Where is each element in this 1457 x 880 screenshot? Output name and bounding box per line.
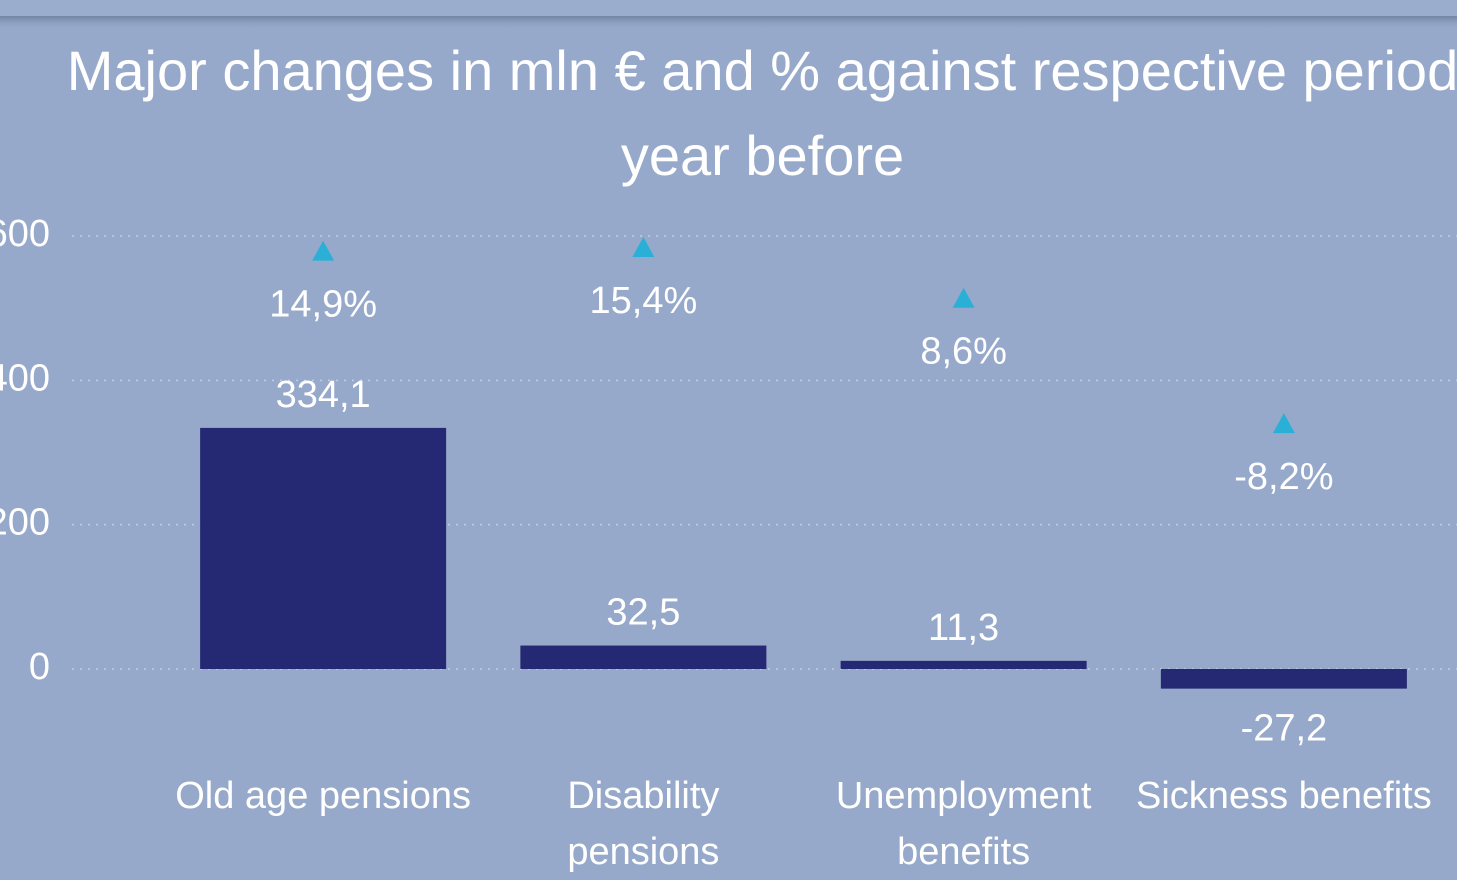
percent-marker (1272, 413, 1295, 434)
percent-marker (952, 287, 975, 308)
value-label: -27,2 (1241, 708, 1328, 750)
x-tick-label: Unemployment benefits (835, 775, 1092, 873)
bar (840, 660, 1087, 669)
panel-shadow (0, 16, 1457, 30)
y-tick-label: 400 (0, 357, 50, 399)
value-label: 11,3 (928, 607, 999, 649)
bar (520, 645, 767, 669)
value-label: 32,5 (606, 592, 680, 634)
chart-title: Major changes in mln € and % against res… (66, 39, 1457, 187)
percent-label: 14,9% (269, 284, 377, 326)
y-tick-label: 600 (0, 213, 50, 255)
x-tick-label: Old age pensions (175, 775, 471, 817)
x-tick-label: Sickness benefits (1136, 775, 1432, 817)
top-panel (0, 0, 1457, 16)
bar (200, 427, 447, 669)
percent-label: 8,6% (920, 331, 1007, 373)
value-label: 334,1 (276, 374, 371, 416)
percent-label: -8,2% (1234, 456, 1333, 498)
percent-label: 15,4% (590, 280, 698, 322)
percent-marker (312, 240, 335, 261)
y-tick-label: 0 (29, 646, 50, 688)
bar (1160, 669, 1407, 689)
y-tick-label: 200 (0, 502, 50, 544)
percent-marker (632, 236, 655, 257)
x-tick-label: Disability pensions (567, 775, 720, 873)
